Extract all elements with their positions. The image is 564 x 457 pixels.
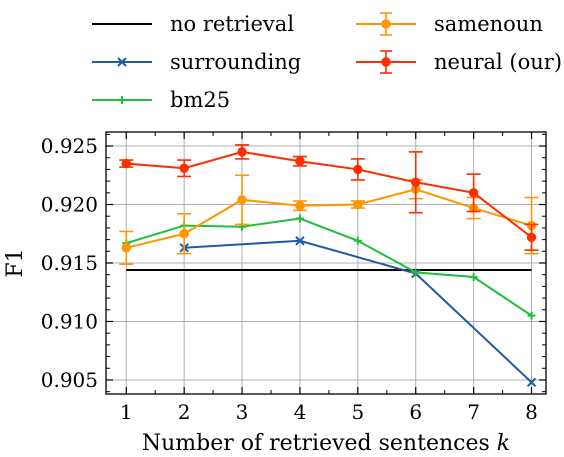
y-tick-label: 0.910 <box>41 309 98 333</box>
marker-point <box>468 188 479 198</box>
marker-point <box>295 236 305 246</box>
legend-label: samenoun <box>434 12 543 36</box>
legend-item: bm25 <box>92 88 230 112</box>
marker-point <box>295 200 305 211</box>
marker-point <box>469 273 478 282</box>
x-tick-label: 1 <box>120 400 133 424</box>
x-axis-label-text: Number of retrieved sentences <box>142 431 490 456</box>
x-tick-label: 6 <box>409 400 422 424</box>
legend-label: surrounding <box>170 50 301 74</box>
legend-label: no retrieval <box>170 12 294 36</box>
x-axis-label-var: k <box>497 431 510 456</box>
x-tick-label: 4 <box>294 400 307 424</box>
marker-point <box>353 164 363 175</box>
x-axis-label: Number of retrieved sentences k <box>142 431 510 456</box>
marker-point <box>117 57 127 67</box>
marker-point <box>295 156 305 166</box>
series-line <box>126 150 533 239</box>
marker-point <box>526 232 537 242</box>
x-tick-label: 7 <box>467 400 480 424</box>
x-tick-label: 8 <box>525 400 538 424</box>
series-line <box>184 239 533 384</box>
legend-item: no retrieval <box>92 12 294 36</box>
marker-point <box>381 57 391 67</box>
series-layer <box>119 144 539 388</box>
x-tick-label: 3 <box>236 400 249 424</box>
series-line <box>126 188 532 249</box>
marker-point <box>353 199 363 210</box>
marker-point <box>179 163 189 173</box>
x-tick-label: 5 <box>351 400 364 424</box>
series-neural-our <box>119 144 539 251</box>
y-tick-label: 0.920 <box>41 193 98 217</box>
legend-item: neural (our) <box>356 50 562 74</box>
legend-item: samenoun <box>356 12 543 36</box>
legend-item: surrounding <box>92 50 301 74</box>
marker-point <box>526 377 537 388</box>
marker-point <box>237 195 247 205</box>
tick-labels: 1 2 3 4 5 6 7 8 0.905 0.910 0.915 0.920 0.925 <box>41 134 538 424</box>
legend: no retrieval surrounding bm25 samenoun neura… <box>92 12 562 112</box>
marker-point <box>237 147 247 157</box>
marker-point <box>353 236 362 245</box>
x-tick-label: 2 <box>178 400 191 424</box>
legend-label: bm25 <box>170 88 230 112</box>
series-line <box>125 217 533 317</box>
marker-point <box>118 96 126 104</box>
marker-point <box>179 229 189 239</box>
marker-point <box>295 214 304 223</box>
marker-point <box>411 268 420 277</box>
y-tick-label: 0.915 <box>41 251 98 275</box>
y-axis-label: F1 <box>3 248 28 277</box>
y-tick-label: 0.925 <box>41 134 98 158</box>
marker-point <box>411 177 421 187</box>
grid <box>106 132 546 394</box>
marker-point <box>121 243 131 253</box>
marker-point <box>121 158 131 169</box>
y-tick-label: 0.905 <box>41 368 98 392</box>
marker-point <box>381 19 391 29</box>
legend-label: neural (our) <box>434 50 562 74</box>
marker-point <box>527 311 536 320</box>
axis-ticks <box>106 132 546 394</box>
